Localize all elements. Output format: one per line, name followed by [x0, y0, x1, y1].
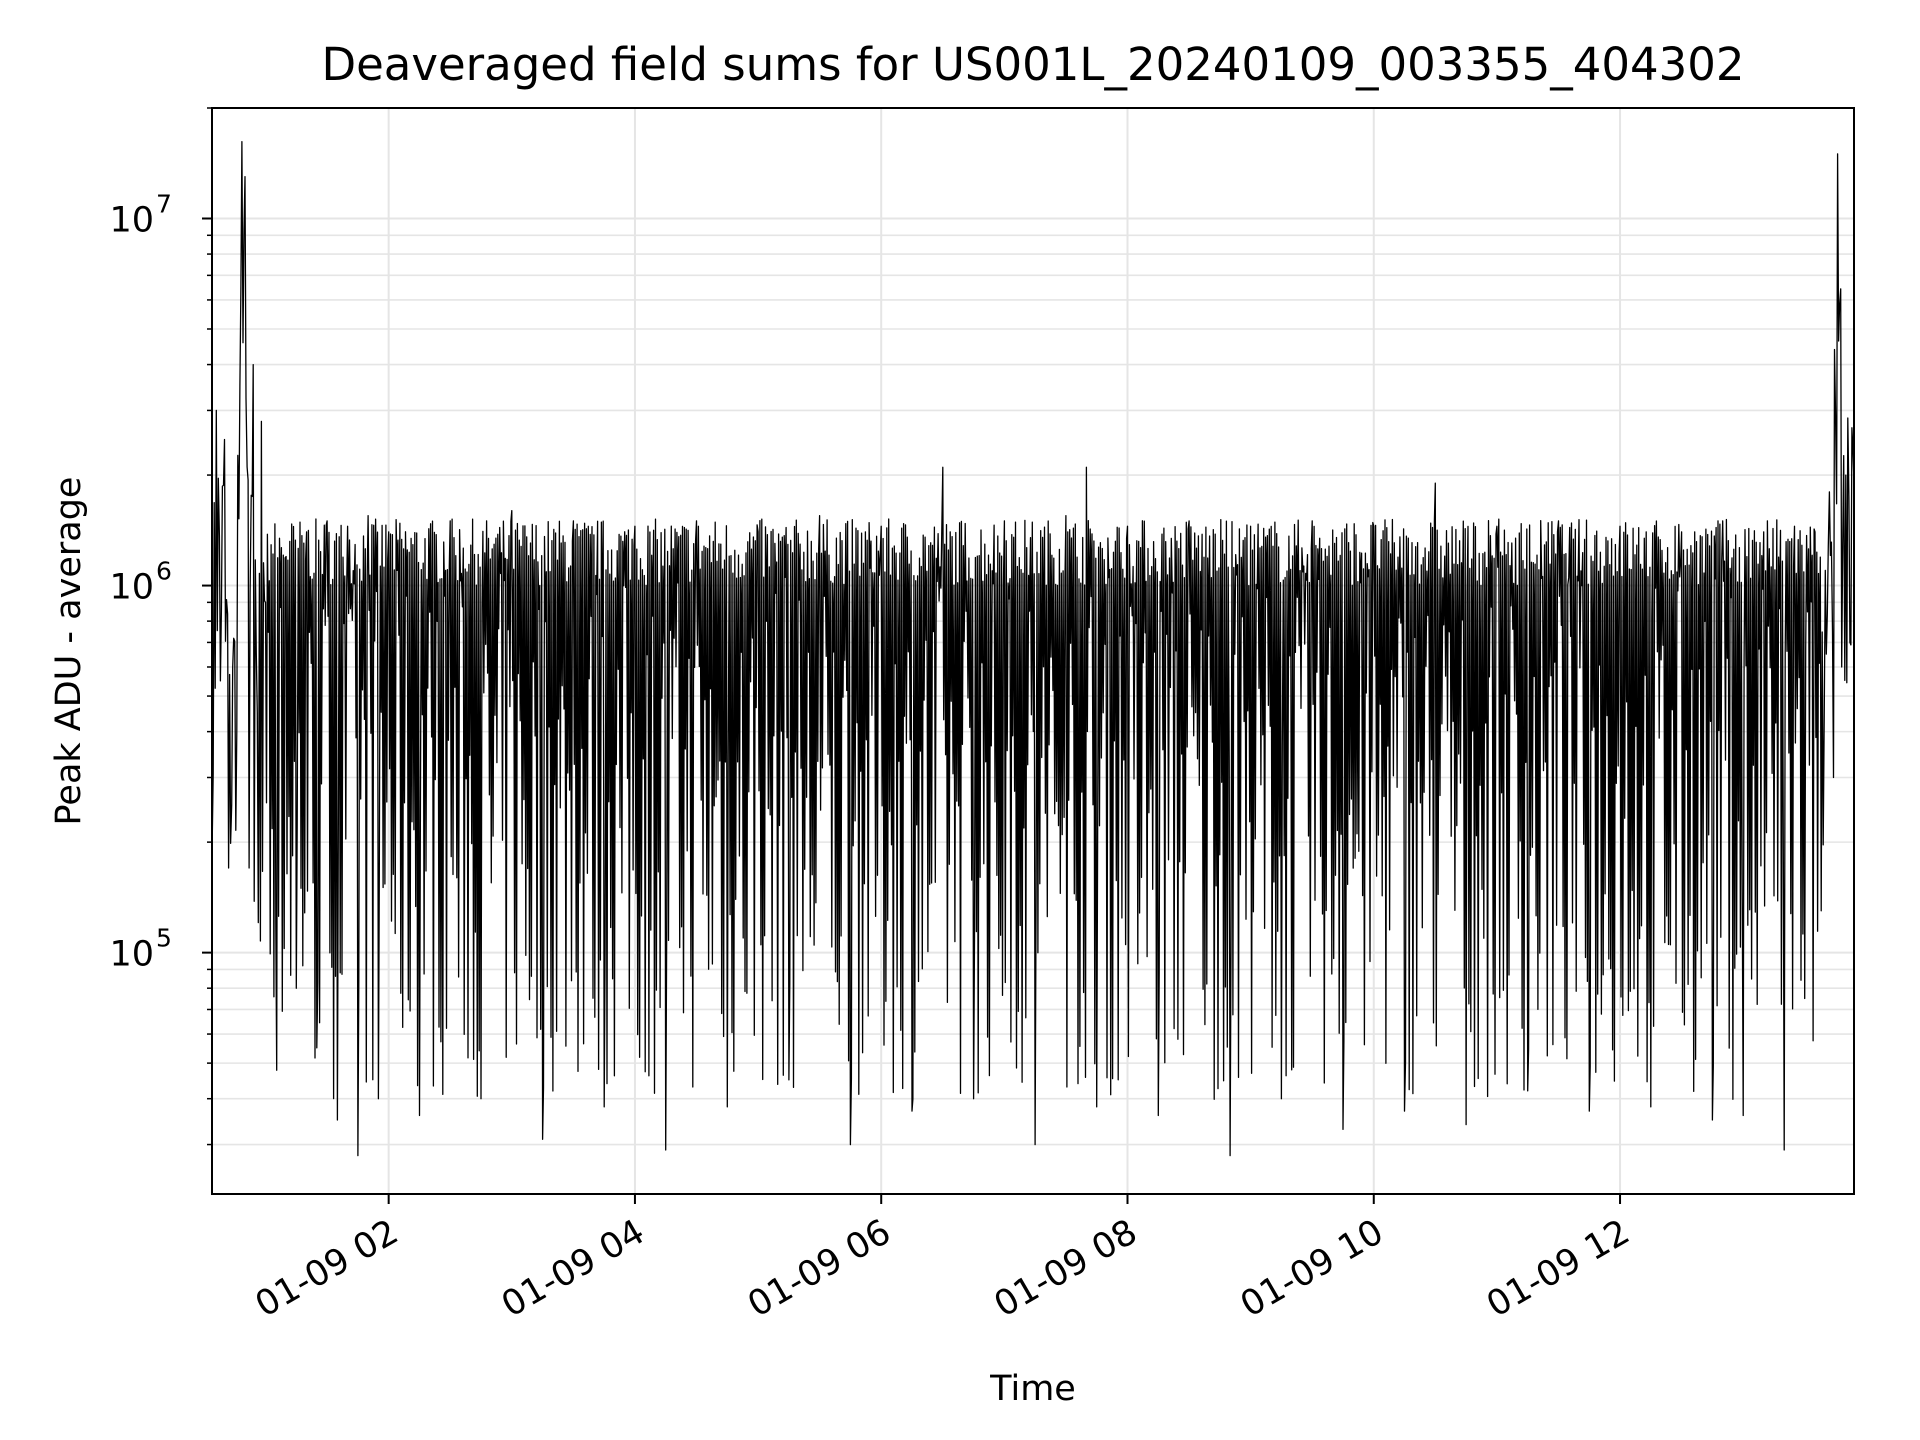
y-tick-label: 10 [109, 568, 154, 608]
y-tick-exponent: 6 [156, 557, 172, 586]
y-tick-exponent: 7 [156, 189, 172, 218]
y-axis-label: Peak ADU - average [49, 477, 89, 826]
plot-frame [211, 107, 1855, 1195]
chart-title: Deaveraged field sums for US001L_2024010… [321, 38, 1744, 91]
series-group [211, 141, 1855, 1157]
y-tick-label: 10 [109, 200, 154, 240]
x-axis-label: Time [989, 1369, 1076, 1409]
y-tick-label: 10 [109, 935, 154, 975]
y-tick-exponent: 5 [156, 924, 172, 953]
series-line [211, 141, 1855, 1157]
